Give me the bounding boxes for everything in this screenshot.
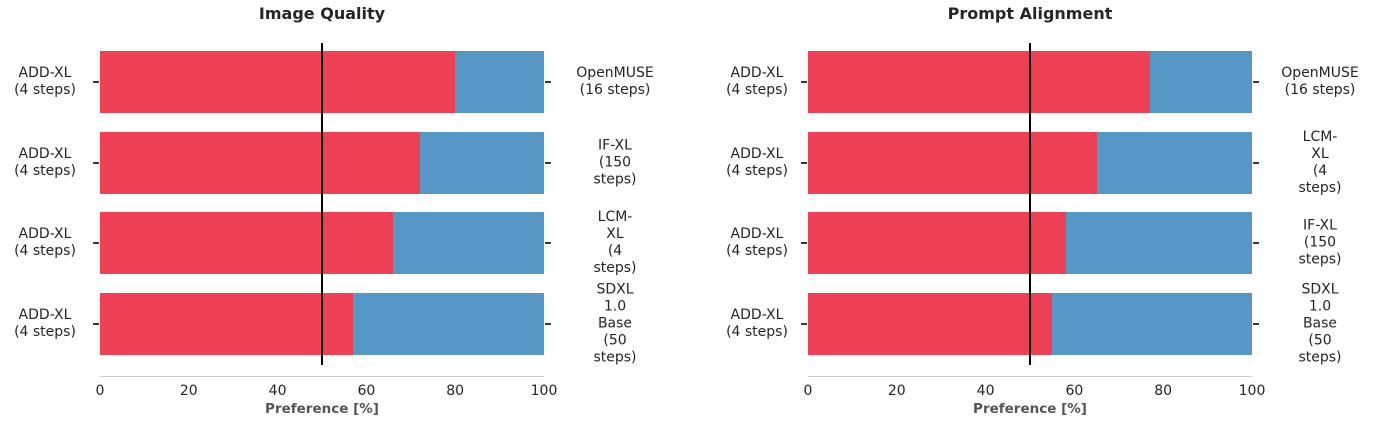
right-model-label: LCM-XL (4 steps) bbox=[1298, 128, 1342, 196]
stacked-bar bbox=[808, 51, 1252, 113]
x-tick-label: 0 bbox=[803, 383, 813, 399]
right-model-label: OpenMUSE (16 steps) bbox=[576, 65, 654, 98]
right-tick-mark bbox=[545, 322, 551, 325]
left-preference-segment bbox=[808, 212, 1066, 274]
left-preference-segment bbox=[808, 51, 1150, 113]
left-model-label: ADD-XL (4 steps) bbox=[726, 145, 788, 179]
stacked-bar bbox=[808, 212, 1252, 274]
stacked-bar bbox=[808, 292, 1252, 355]
right-model-label: LCM-XL (4 steps) bbox=[593, 209, 637, 276]
right-model-label: OpenMUSE (16 steps) bbox=[1281, 65, 1359, 98]
left-model-label: ADD-XL (4 steps) bbox=[14, 226, 76, 259]
left-tick-mark bbox=[801, 161, 807, 164]
x-tick-labels: 0 20 40 60 80 100 bbox=[804, 383, 1266, 401]
left-tick-mark bbox=[93, 322, 99, 325]
chart-prompt-alignment: Prompt Alignment ADD-XL (4 steps) OpenMU… bbox=[694, 0, 1388, 423]
preference-row: ADD-XL (4 steps) OpenMUSE (16 steps) bbox=[726, 51, 1359, 113]
chart-image-quality: Image Quality ADD-XL (4 steps) OpenMUSE … bbox=[14, 0, 654, 423]
x-axis-line bbox=[100, 376, 544, 377]
x-tick-label: 40 bbox=[268, 383, 287, 399]
preference-row: ADD-XL (4 steps) LCM-XL (4 steps) bbox=[726, 129, 1341, 196]
bars-group: ADD-XL (4 steps) OpenMUSE (16 steps) ADD… bbox=[14, 43, 654, 365]
left-tick-mark bbox=[93, 81, 99, 83]
x-tick-label: 20 bbox=[887, 383, 906, 399]
left-model-label: ADD-XL (4 steps) bbox=[14, 65, 76, 98]
right-model-label: IF-XL (150 steps) bbox=[1298, 217, 1342, 268]
right-tick-mark bbox=[1253, 81, 1259, 83]
left-tick-mark bbox=[801, 81, 807, 83]
chart-title: Image Quality bbox=[258, 4, 386, 23]
plot-area: Prompt Alignment ADD-XL (4 steps) OpenMU… bbox=[726, 0, 1359, 423]
right-preference-segment bbox=[1149, 51, 1252, 113]
stacked-bar bbox=[100, 292, 544, 355]
right-preference-segment bbox=[1065, 212, 1252, 274]
left-tick-mark bbox=[801, 242, 807, 244]
x-tick-label: 60 bbox=[1065, 383, 1084, 399]
left-preference-segment bbox=[100, 131, 420, 194]
left-model-label: ADD-XL (4 steps) bbox=[726, 226, 788, 259]
right-preference-segment bbox=[353, 292, 544, 355]
right-preference-segment bbox=[1096, 131, 1252, 194]
preference-row: ADD-XL (4 steps) IF-XL (150 steps) bbox=[726, 212, 1342, 274]
stacked-bar bbox=[100, 51, 544, 113]
preference-row: ADD-XL (4 steps) OpenMUSE (16 steps) bbox=[14, 51, 654, 113]
left-model-label: ADD-XL (4 steps) bbox=[14, 306, 76, 340]
right-tick-mark bbox=[545, 81, 551, 83]
right-tick-mark bbox=[545, 161, 551, 164]
preference-row: ADD-XL (4 steps) SDXL 1.0 Base (50 steps… bbox=[726, 281, 1341, 365]
left-tick-mark bbox=[801, 322, 807, 325]
right-preference-segment bbox=[455, 51, 544, 113]
right-preference-segment bbox=[393, 212, 544, 274]
chart-title: Prompt Alignment bbox=[947, 4, 1113, 23]
preference-row: ADD-XL (4 steps) SDXL 1.0 Base (50 steps… bbox=[14, 281, 636, 365]
right-model-label: SDXL 1.0 Base (50 steps) bbox=[593, 281, 637, 365]
preference-row: ADD-XL (4 steps) LCM-XL (4 steps) bbox=[14, 209, 636, 276]
left-preference-segment bbox=[100, 292, 354, 355]
preference-row: ADD-XL (4 steps) IF-XL (150 steps) bbox=[14, 131, 637, 194]
stacked-bar bbox=[100, 212, 544, 274]
x-tick-label: 0 bbox=[95, 383, 105, 399]
x-tick-label: 80 bbox=[1154, 383, 1173, 399]
left-model-label: ADD-XL (4 steps) bbox=[726, 306, 788, 340]
x-tick-labels: 0 20 40 60 80 100 bbox=[96, 383, 558, 401]
stacked-bar bbox=[100, 131, 544, 194]
left-preference-segment bbox=[808, 292, 1053, 355]
right-tick-mark bbox=[1253, 242, 1259, 244]
x-tick-label: 80 bbox=[446, 383, 465, 399]
stacked-bar bbox=[808, 131, 1252, 194]
x-tick-label: 40 bbox=[976, 383, 995, 399]
x-axis-label: Preference [%] bbox=[265, 401, 379, 417]
left-preference-segment bbox=[100, 212, 394, 274]
x-tick-label: 100 bbox=[530, 383, 558, 399]
right-model-label: SDXL 1.0 Base (50 steps) bbox=[1298, 281, 1342, 365]
x-tick-label: 60 bbox=[357, 383, 376, 399]
x-tick-label: 100 bbox=[1238, 383, 1266, 399]
right-model-label: IF-XL (150 steps) bbox=[593, 137, 637, 187]
bars-group: ADD-XL (4 steps) OpenMUSE (16 steps) ADD… bbox=[726, 43, 1359, 365]
fifty-percent-reference-line bbox=[321, 43, 323, 365]
left-tick-mark bbox=[93, 242, 99, 244]
right-tick-mark bbox=[1253, 161, 1259, 164]
right-preference-segment bbox=[419, 131, 544, 194]
left-model-label: ADD-XL (4 steps) bbox=[726, 65, 788, 98]
right-tick-mark bbox=[545, 242, 551, 244]
x-axis-label: Preference [%] bbox=[973, 401, 1087, 417]
fifty-percent-reference-line bbox=[1029, 43, 1031, 365]
left-tick-mark bbox=[93, 161, 99, 164]
left-model-label: ADD-XL (4 steps) bbox=[14, 145, 76, 179]
right-preference-segment bbox=[1052, 292, 1252, 355]
left-preference-segment bbox=[100, 51, 456, 113]
x-tick-label: 20 bbox=[179, 383, 198, 399]
plot-area: Image Quality ADD-XL (4 steps) OpenMUSE … bbox=[14, 0, 654, 423]
left-preference-segment bbox=[808, 131, 1097, 194]
right-tick-mark bbox=[1253, 322, 1259, 325]
x-axis-line bbox=[808, 376, 1252, 377]
